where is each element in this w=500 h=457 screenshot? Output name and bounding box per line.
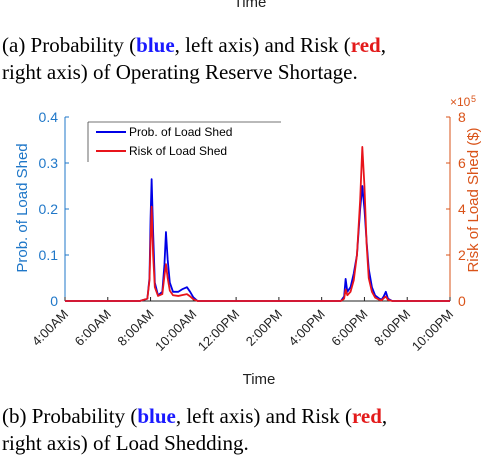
x-axis-label: Time — [243, 371, 276, 388]
y-left-tick-label: 0 — [50, 293, 58, 309]
legend-entry-label: Risk of Load Shed — [129, 144, 227, 158]
y-left-tick-label: 0.3 — [39, 155, 59, 171]
caption-b-blue-word: blue — [137, 404, 176, 428]
y-left-tick-label: 0.1 — [39, 247, 59, 263]
top-axis-label: Time — [233, 0, 267, 11]
x-tick-label: 12:00PM — [195, 307, 242, 354]
caption-a-mid: , left axis) and Risk ( — [174, 33, 351, 57]
x-tick-label: 6:00PM — [328, 307, 370, 349]
x-tick-label: 4:00PM — [285, 307, 327, 349]
x-tick-label: 10:00PM — [409, 307, 456, 354]
series-line-risk-load-shed — [65, 145, 450, 302]
y-right-tick-label: 2 — [458, 247, 466, 263]
legend-entry-label: Prob. of Load Shed — [129, 125, 232, 139]
caption-b-red-word: red — [351, 404, 382, 428]
y-left-tick-label: 0.2 — [39, 201, 59, 217]
x-tick-label: 6:00AM — [72, 307, 114, 349]
caption-a-blue-word: blue — [136, 33, 175, 57]
caption-a-red-word: red — [350, 33, 381, 57]
series-line-prob-load-shed — [65, 178, 450, 302]
y-left-tick-label: 0.4 — [39, 109, 59, 125]
caption-b: (b) Probability (blue, left axis) and Ri… — [2, 403, 498, 457]
y-right-tick-label: 8 — [458, 109, 466, 125]
x-tick-label: 10:00AM — [152, 307, 199, 354]
right-axis-exponent-base: ×10 — [450, 95, 471, 109]
x-tick-label: 8:00AM — [114, 307, 156, 349]
caption-a-prefix: (a) Probability ( — [2, 33, 137, 57]
x-tick-label: 2:00PM — [243, 307, 285, 349]
x-tick-label: 4:00AM — [29, 307, 71, 349]
y-right-tick-label: 6 — [458, 155, 466, 171]
caption-a-line2: right axis) of Operating Reserve Shortag… — [2, 60, 358, 84]
caption-b-mid: , left axis) and Risk ( — [175, 404, 352, 428]
y-axis-left-label: Prob. of Load Shed — [14, 143, 31, 272]
caption-a: (a) Probability (blue, left axis) and Ri… — [2, 32, 498, 86]
y-axis-right-label: Risk of Load Shed ($) — [465, 127, 482, 272]
y-right-tick-label: 4 — [458, 201, 466, 217]
x-tick-label: 8:00PM — [371, 307, 413, 349]
caption-b-line2: right axis) of Load Shedding. — [2, 431, 249, 455]
y-right-tick-label: 0 — [458, 293, 466, 309]
caption-b-prefix: (b) Probability ( — [2, 404, 138, 428]
right-axis-exponent-power: 5 — [471, 94, 476, 104]
